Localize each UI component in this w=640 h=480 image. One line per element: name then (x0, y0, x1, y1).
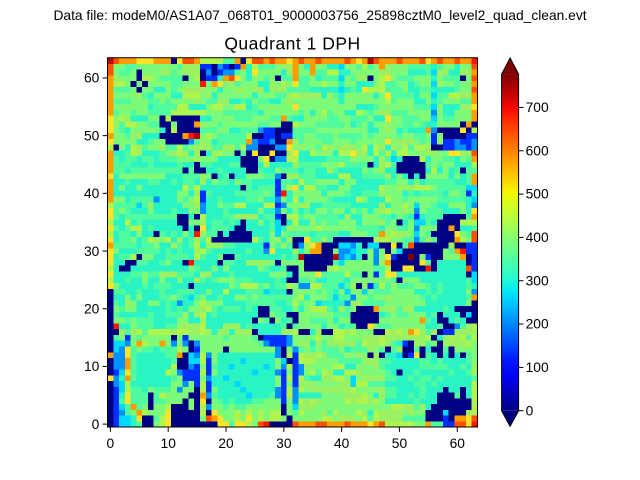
svg-text:20: 20 (218, 436, 234, 451)
svg-text:300: 300 (526, 273, 549, 288)
svg-text:Quadrant 1 DPH: Quadrant 1 DPH (224, 34, 360, 54)
svg-text:0: 0 (92, 417, 100, 432)
svg-text:60: 60 (450, 436, 466, 451)
svg-text:10: 10 (161, 436, 177, 451)
svg-text:30: 30 (276, 436, 292, 451)
svg-text:700: 700 (526, 100, 549, 115)
svg-text:50: 50 (392, 436, 408, 451)
svg-text:500: 500 (526, 187, 549, 202)
svg-text:600: 600 (526, 143, 549, 158)
svg-text:20: 20 (84, 302, 100, 317)
svg-text:0: 0 (107, 436, 115, 451)
svg-text:30: 30 (84, 244, 100, 259)
svg-text:100: 100 (526, 360, 549, 375)
svg-text:60: 60 (84, 71, 100, 86)
svg-text:40: 40 (84, 186, 100, 201)
svg-text:0: 0 (526, 403, 534, 418)
svg-text:Data file: modeM0/AS1A07_068T0: Data file: modeM0/AS1A07_068T01_90000037… (53, 8, 586, 23)
svg-text:10: 10 (84, 359, 100, 374)
svg-text:200: 200 (526, 317, 549, 332)
svg-text:40: 40 (334, 436, 350, 451)
svg-text:400: 400 (526, 230, 549, 245)
svg-text:50: 50 (84, 128, 100, 143)
